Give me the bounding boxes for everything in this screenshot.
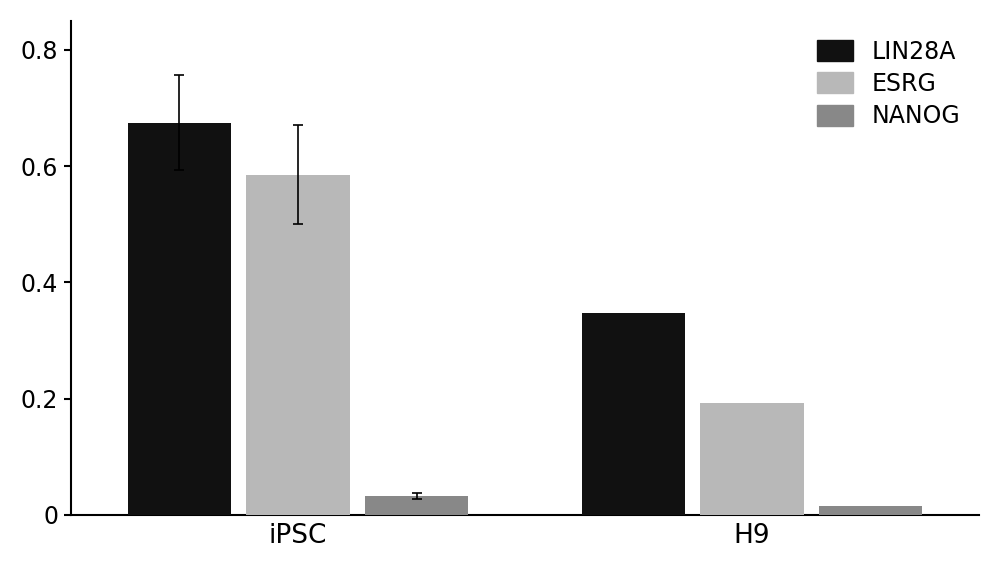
Bar: [700, 402, 804, 515]
Bar: [365, 496, 468, 515]
Bar: [128, 123, 231, 515]
Bar: [246, 175, 350, 515]
Bar: [582, 312, 685, 515]
Legend: LIN28A, ESRG, NANOG: LIN28A, ESRG, NANOG: [810, 32, 967, 135]
Bar: [819, 506, 922, 515]
